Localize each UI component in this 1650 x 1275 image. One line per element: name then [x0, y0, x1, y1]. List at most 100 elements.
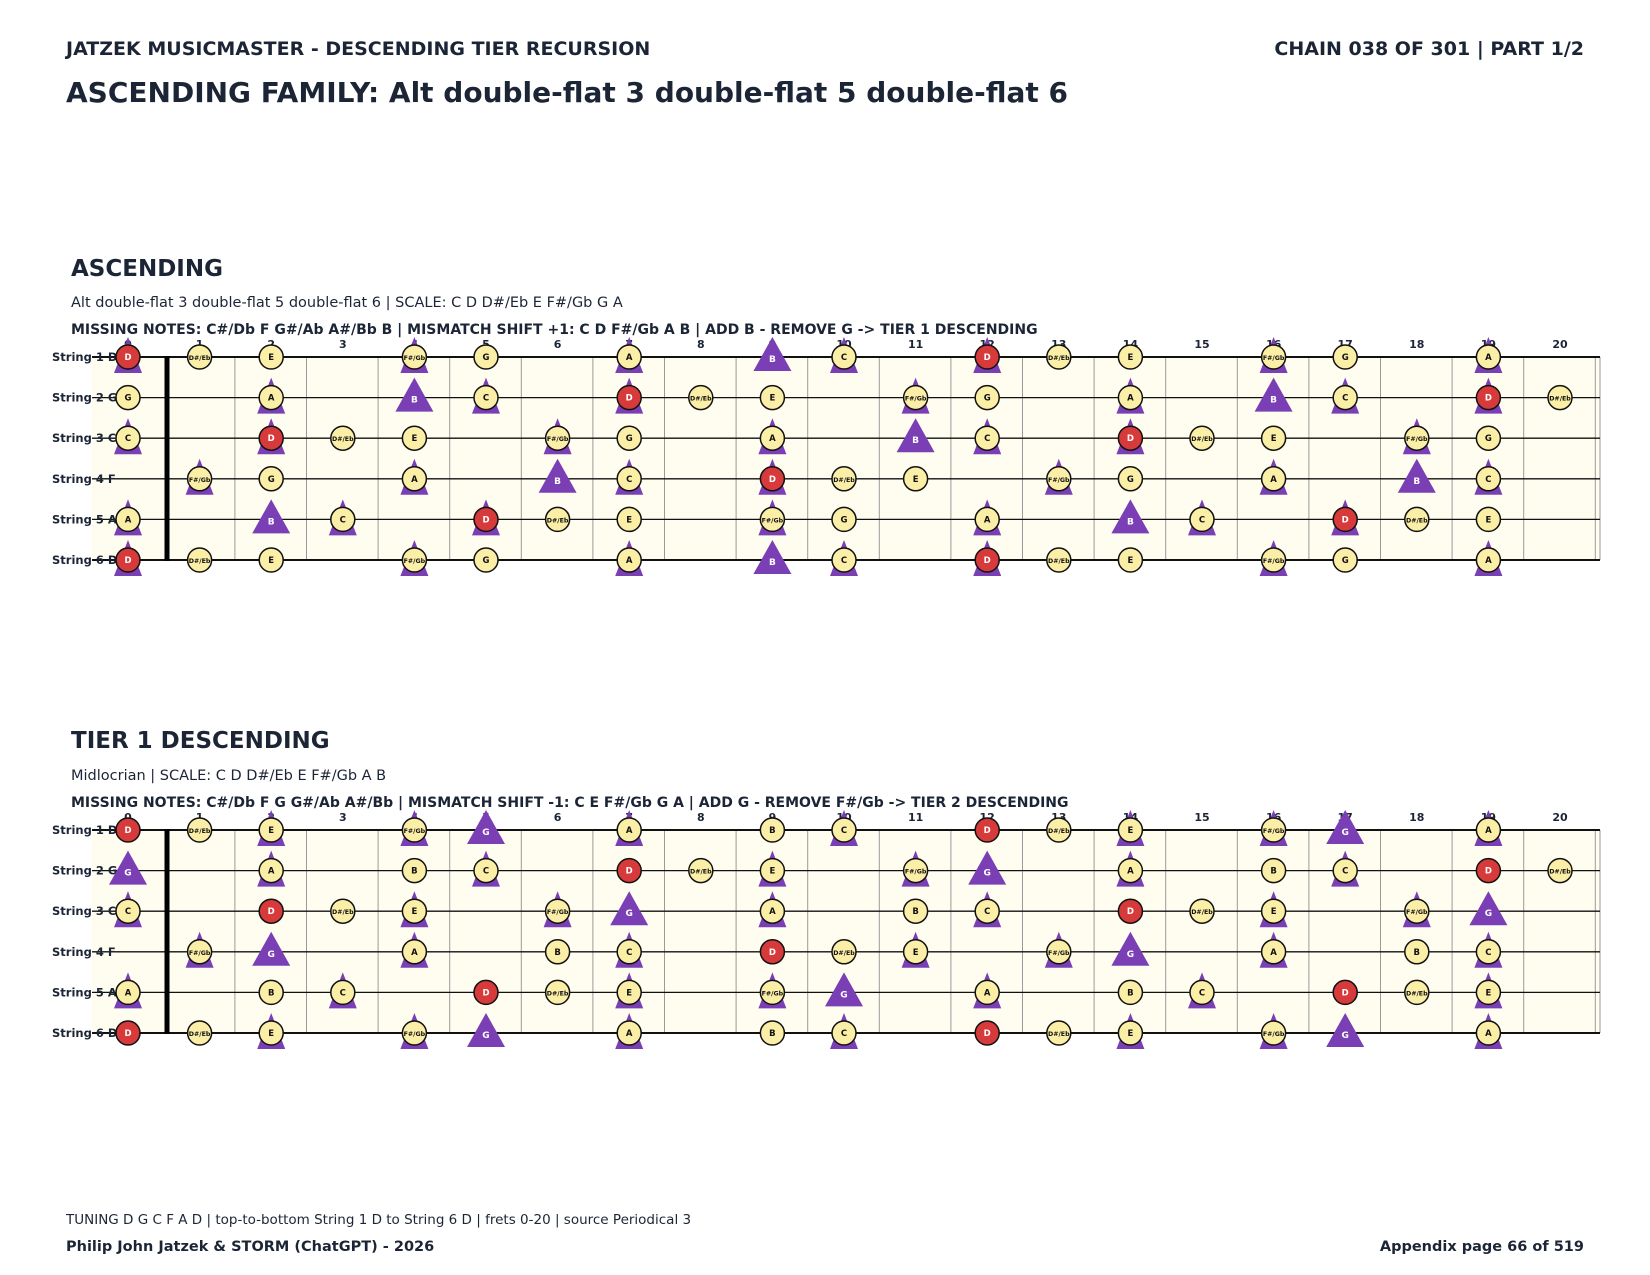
note-label: D#/Eb: [332, 909, 354, 916]
shift-triangle-large: [968, 850, 1007, 885]
string-label: String 3 C: [52, 904, 116, 918]
note-circle: [186, 817, 213, 843]
note-marker-ascending: A: [615, 337, 644, 373]
note-label: F#/Gb: [1263, 558, 1285, 565]
note-marker-ascending: C: [328, 499, 357, 536]
note-label: F#/Gb: [905, 396, 927, 403]
fret-number: 11: [908, 338, 923, 351]
note-label: E: [1485, 988, 1491, 998]
note-marker-ascending: E: [902, 466, 929, 492]
note-label: A: [1127, 867, 1134, 877]
note-label: G: [125, 394, 132, 404]
note-marker-ascending: E: [1117, 344, 1144, 370]
note-circle: [330, 506, 356, 533]
note-label: E: [1485, 515, 1491, 525]
note-circle: [759, 384, 786, 411]
note-label: D: [1127, 434, 1134, 444]
note-label: C: [340, 515, 346, 525]
note-label: D#/Eb: [332, 436, 354, 443]
note-marker-ascending: B: [252, 499, 291, 534]
note-label: D#/Eb: [1048, 355, 1070, 362]
note-circle: [902, 384, 929, 411]
note-marker-ascending: C: [973, 418, 1002, 455]
note-label: D: [626, 867, 633, 877]
note-circle: [616, 344, 642, 370]
note-circle: [1046, 939, 1072, 965]
note-circle: [974, 979, 1000, 1006]
note-circle: [401, 344, 428, 370]
note-label: F#/Gb: [189, 477, 211, 484]
note-circle: [401, 466, 428, 492]
string-label: String 4 F: [52, 472, 116, 486]
note-circle: [473, 344, 499, 370]
note-circle: [688, 384, 714, 411]
note-marker-ascending: G: [831, 506, 857, 533]
note-marker-tier-1-descending: D#/Eb: [330, 898, 356, 924]
note-circle: [759, 979, 786, 1006]
note-circle: [401, 898, 428, 924]
note-circle: [1332, 857, 1358, 884]
note-circle: [258, 898, 284, 924]
note-label: G: [1127, 475, 1134, 485]
note-marker-ascending: D: [472, 499, 500, 536]
note-circle: [759, 425, 786, 451]
note-circle: [1117, 425, 1144, 451]
note-label: B: [1270, 867, 1276, 877]
note-marker-tier-1-descending: E: [1474, 972, 1503, 1009]
note-marker-ascending: E: [1117, 547, 1144, 573]
note-circle: [186, 547, 213, 573]
note-circle: [902, 939, 929, 965]
shift-triangle-large: [825, 972, 863, 1007]
fret-number: 15: [1194, 338, 1209, 351]
shift-triangle-large: [753, 337, 792, 371]
note-label: E: [411, 434, 417, 444]
note-circle: [831, 547, 857, 573]
header-right: CHAIN 038 OF 301 | PART 1/2: [1274, 38, 1584, 60]
note-label: G: [626, 909, 633, 919]
note-label: D: [984, 1029, 991, 1039]
note-marker-tier-1-descending: G: [825, 972, 863, 1007]
note-label: D: [268, 907, 275, 917]
note-circle: [1332, 344, 1358, 370]
note-marker-ascending: E: [258, 344, 284, 370]
note-label: C: [841, 826, 847, 836]
note-label: C: [483, 867, 489, 877]
note-marker-tier-1-descending: C: [830, 1013, 858, 1049]
note-marker-tier-1-descending: G: [968, 850, 1007, 885]
note-circle: [616, 1020, 642, 1046]
note-circle: [902, 466, 929, 492]
note-circle: [258, 817, 284, 843]
note-marker-ascending: D#/Eb: [330, 425, 356, 451]
note-label: D: [984, 556, 991, 566]
note-circle: [115, 898, 141, 924]
note-circle: [1260, 857, 1287, 884]
note-label: D#/Eb: [1406, 990, 1428, 997]
note-marker-tier-1-descending: F#/Gb: [1044, 931, 1073, 968]
note-circle: [258, 425, 284, 451]
note-label: G: [1342, 353, 1349, 363]
note-marker-tier-1-descending: E: [400, 891, 429, 928]
note-circle: [759, 817, 786, 843]
note-marker-tier-1-descending: B: [1404, 939, 1430, 965]
note-circle: [1475, 979, 1502, 1006]
note-label: B: [1414, 948, 1420, 958]
note-label: E: [626, 515, 632, 525]
note-marker-tier-1-descending: F#/Gb: [400, 1013, 429, 1049]
note-label: F#/Gb: [1406, 909, 1428, 916]
note-marker-tier-1-descending: G: [1326, 1013, 1365, 1047]
note-marker-tier-1-descending: E: [1259, 891, 1288, 928]
note-label: F#/Gb: [1263, 1031, 1285, 1038]
note-marker-ascending: B: [1397, 458, 1436, 493]
note-marker-ascending: D#/Eb: [688, 384, 714, 411]
note-label: G: [1342, 1031, 1349, 1041]
note-marker-tier-1-descending: A: [400, 931, 429, 968]
note-label: E: [769, 394, 775, 404]
note-marker-tier-1-descending: D#/Eb: [688, 857, 714, 884]
note-label: G: [840, 990, 847, 1000]
note-circle: [1260, 344, 1287, 370]
note-marker-tier-1-descending: D: [473, 979, 499, 1006]
shift-triangle-large: [252, 931, 291, 966]
note-marker-tier-1-descending: C: [328, 972, 357, 1009]
note-marker-ascending: B: [395, 377, 434, 412]
note-circle: [401, 939, 428, 965]
